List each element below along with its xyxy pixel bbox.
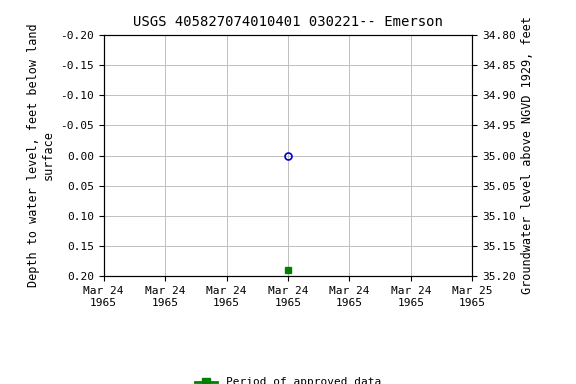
Y-axis label: Depth to water level, feet below land
surface: Depth to water level, feet below land su… <box>26 24 55 287</box>
Y-axis label: Groundwater level above NGVD 1929, feet: Groundwater level above NGVD 1929, feet <box>521 17 535 295</box>
Title: USGS 405827074010401 030221-- Emerson: USGS 405827074010401 030221-- Emerson <box>133 15 443 29</box>
Legend: Period of approved data: Period of approved data <box>191 373 385 384</box>
